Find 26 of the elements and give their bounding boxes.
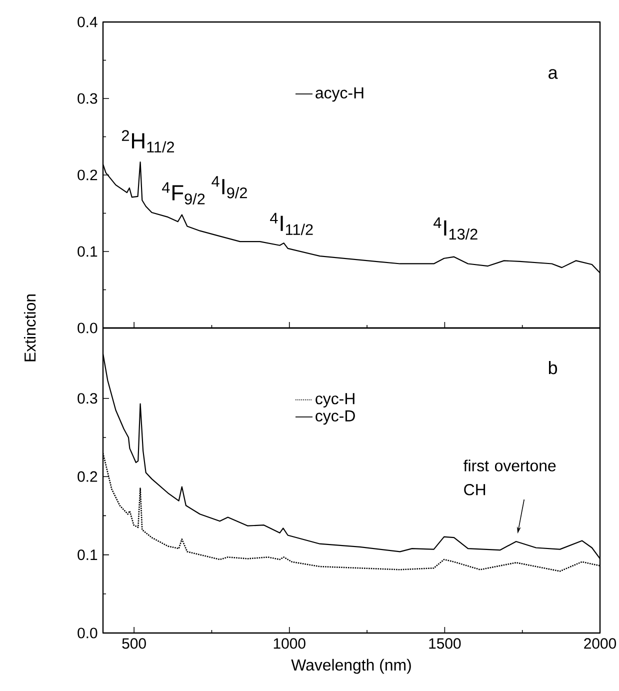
legend-label: cyc-D (316, 410, 355, 425)
annotation: a (548, 69, 558, 79)
y-tick-label: 0.4 (78, 16, 98, 28)
x-tick-label: 1000 (274, 638, 306, 649)
y-tick-label: 0.2 (78, 170, 98, 180)
x-tick-label: 1500 (429, 638, 461, 649)
annotation: $^{4}$I$_{9/2}$ (212, 176, 247, 198)
legend-label: cyc-H (316, 393, 354, 408)
y-tick-label: 0.1 (78, 246, 98, 257)
y-tick-label: 0.0 (78, 628, 98, 638)
y-tick-label: 0.3 (78, 93, 98, 104)
annotation: $^{4}$I$_{11/2}$ (270, 212, 313, 236)
legend-label: acyc-H (316, 87, 364, 102)
y-tick-label: 0.1 (78, 550, 98, 560)
x-tick-label: 2000 (584, 638, 616, 649)
y-tick-label: 0.0 (78, 322, 98, 334)
x-tick-label: 500 (122, 638, 146, 649)
y-tick-label: 0.3 (78, 393, 98, 404)
y-axis-title: Extinction (24, 294, 36, 362)
annotation: b (548, 361, 558, 374)
x-axis-title: Wavelength (nm) (291, 658, 411, 674)
annotation: $^{4}$I$_{13/2}$ (433, 217, 478, 240)
annotation: $^{2}$H$_{11/2}$ (122, 130, 174, 153)
y-tick-label: 0.2 (78, 471, 98, 482)
annotation: first overtone CH (464, 460, 556, 496)
annotation: $^{4}$F$_{9/2}$ (162, 182, 205, 204)
